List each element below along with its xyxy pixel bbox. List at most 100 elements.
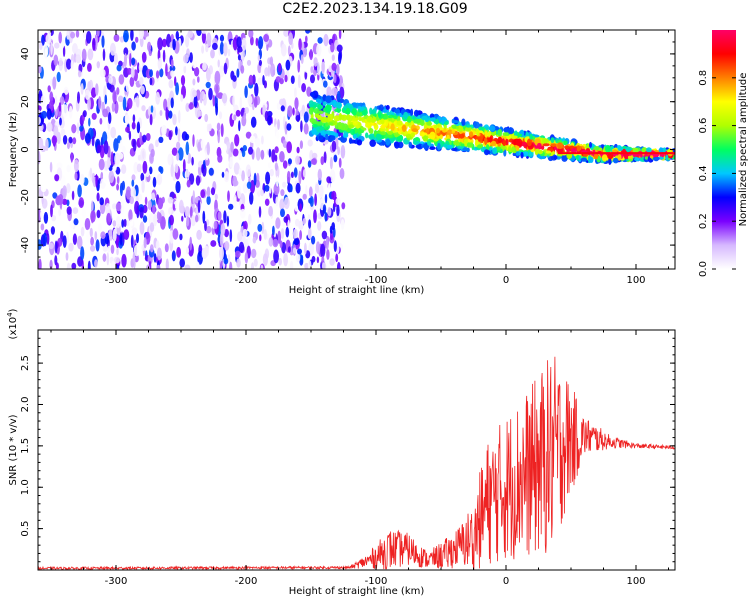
noise-cell [129, 196, 134, 205]
signal-cell [358, 116, 362, 122]
noise-cell [248, 74, 254, 86]
noise-cell [331, 140, 337, 152]
noise-cell [299, 140, 303, 150]
snr-series-line [38, 356, 675, 570]
signal-cell [313, 104, 317, 108]
noise-cell [246, 59, 252, 66]
noise-cell [263, 34, 269, 42]
signal-cell [380, 124, 386, 129]
noise-cell [202, 62, 207, 71]
noise-cell [176, 246, 182, 258]
noise-cell [161, 124, 167, 136]
signal-cell [536, 142, 542, 149]
noise-cell [311, 152, 318, 160]
y-tick-label: 2.5 [20, 355, 31, 371]
noise-cell [131, 41, 136, 51]
signal-cell [341, 114, 348, 121]
noise-cell [112, 228, 117, 242]
signal-cell [385, 105, 390, 110]
signal-cell [313, 108, 320, 114]
noise-cell [324, 211, 328, 222]
noise-cell [66, 262, 71, 269]
signal-cell [311, 128, 317, 135]
noise-cell [105, 203, 111, 215]
signal-cell [550, 137, 555, 144]
noise-cell [124, 114, 130, 125]
colorbar-tick-label: 0.6 [698, 118, 709, 134]
signal-cell [388, 114, 395, 119]
signal-cell [352, 134, 357, 139]
noise-cell [40, 223, 45, 231]
noise-cell [295, 253, 301, 263]
noise-cell [54, 174, 60, 182]
noise-cell [58, 57, 63, 71]
noise-cell [317, 37, 323, 44]
noise-cell [268, 205, 273, 217]
noise-cell [273, 183, 280, 196]
signal-cell [330, 135, 336, 141]
chart-title: C2E2.2023.134.19.18.G09 [282, 1, 468, 17]
noise-cell [125, 126, 130, 133]
noise-cell [197, 165, 202, 176]
noise-cell [288, 158, 292, 165]
x-tick-label: 100 [626, 576, 645, 587]
noise-cell [217, 59, 220, 68]
noise-cell [193, 95, 198, 108]
noise-cell [155, 139, 159, 148]
noise-cell [217, 211, 222, 221]
signal-cell [348, 124, 354, 129]
signal-cell [617, 146, 624, 152]
noise-cell [47, 85, 51, 93]
noise-cell [87, 81, 91, 91]
signal-cell [426, 127, 430, 134]
signal-cell [429, 131, 436, 140]
noise-cell [284, 121, 288, 135]
noise-cell [118, 74, 125, 85]
signal-cell [617, 154, 622, 161]
noise-cell [170, 58, 174, 68]
noise-cell [316, 256, 320, 264]
signal-cell [542, 143, 550, 147]
noise-cell [141, 179, 145, 193]
signal-cell [593, 146, 600, 151]
noise-cell [46, 232, 50, 245]
signal-cell [318, 104, 324, 109]
noise-cell [167, 97, 171, 111]
noise-cell [171, 147, 178, 156]
noise-cell [75, 30, 80, 38]
noise-cell [87, 96, 91, 111]
noise-cell [304, 262, 309, 269]
noise-cell [311, 235, 316, 245]
noise-cell [280, 189, 285, 197]
noise-cell [331, 87, 338, 96]
noise-cell [43, 211, 49, 224]
noise-cell [194, 66, 200, 77]
noise-cell [336, 44, 343, 53]
noise-cell [108, 112, 112, 124]
noise-cell [91, 136, 95, 147]
noise-cell [106, 212, 111, 226]
noise-cell [298, 220, 304, 231]
noise-cell [46, 122, 53, 132]
noise-cell [176, 152, 180, 161]
noise-cell [152, 204, 156, 215]
colorbar-tick-label: 0.2 [698, 213, 709, 229]
signal-cell [380, 131, 387, 136]
noise-cell [123, 218, 127, 228]
noise-cell [130, 67, 135, 78]
noise-cell [45, 138, 49, 151]
noise-cell [210, 240, 217, 247]
noise-cell [321, 61, 326, 74]
y-tick-label: 0.5 [20, 521, 31, 537]
noise-cell [147, 41, 152, 52]
noise-cell [171, 250, 176, 262]
noise-cell [308, 219, 312, 229]
noise-cell [264, 67, 269, 77]
noise-cell [102, 48, 106, 61]
noise-cell [252, 103, 255, 111]
noise-cell [141, 105, 146, 112]
noise-cell [326, 249, 330, 260]
signal-cell [368, 134, 373, 139]
noise-cell [215, 85, 219, 99]
noise-cell [340, 219, 345, 230]
